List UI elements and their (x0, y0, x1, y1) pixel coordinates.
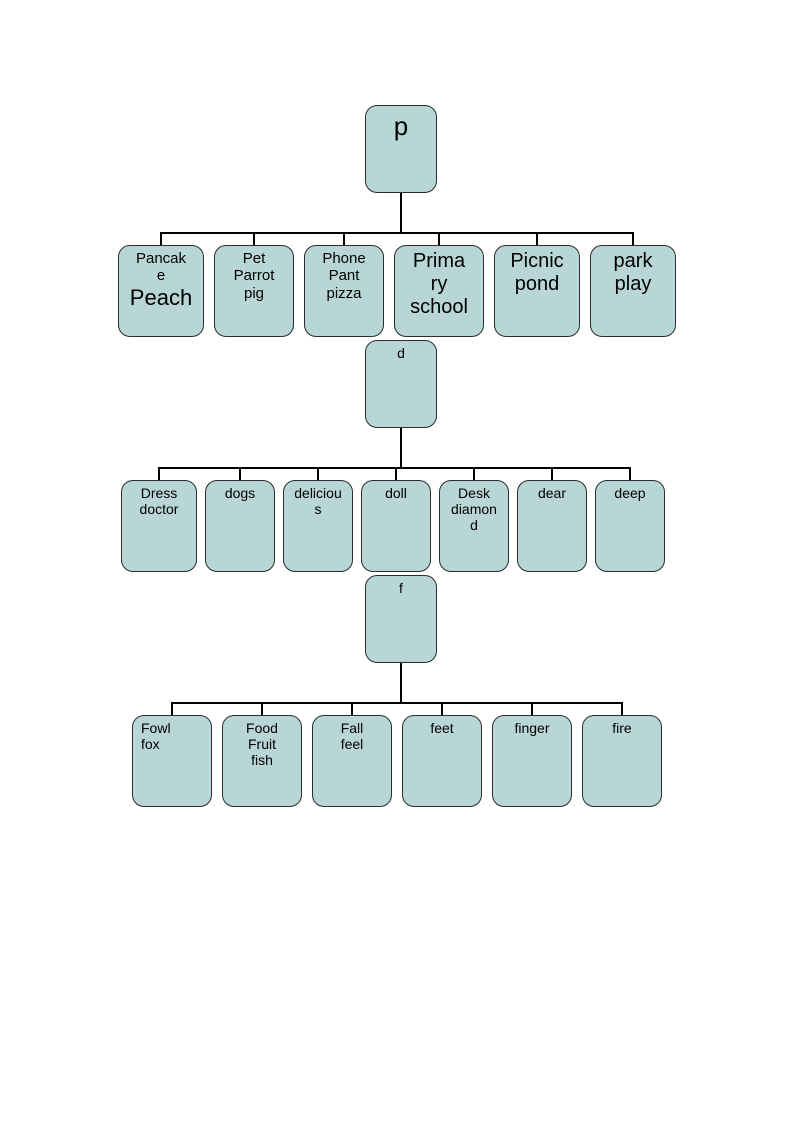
node-d-child-3: doll (361, 480, 431, 572)
node-text-line: Picnic (510, 250, 563, 273)
node-text-line: doctor (140, 501, 179, 517)
node-f-root: f (365, 575, 437, 663)
node-text-line: ry (431, 273, 448, 296)
node-f-child-1: FoodFruitfish (222, 715, 302, 807)
node-text-line: pond (515, 273, 560, 296)
node-text-line: Pet (243, 250, 266, 267)
node-p-child-1: PetParrotpig (214, 245, 294, 337)
node-text-line: Dress (141, 485, 178, 501)
node-p-child-0: PancakePeach (118, 245, 204, 337)
node-text-line: Desk (458, 485, 490, 501)
node-p-child-4: Picnicpond (494, 245, 580, 337)
node-p-root: p (365, 105, 437, 193)
node-text-line: play (615, 273, 652, 296)
node-text-line: diamon (451, 501, 497, 517)
node-text-line: fox (141, 736, 160, 752)
node-d-child-1: dogs (205, 480, 275, 572)
node-text-line: Fruit (248, 736, 276, 752)
node-text-line: fire (612, 720, 631, 736)
node-p-child-2: PhonePantpizza (304, 245, 384, 337)
node-text-line: pizza (326, 285, 361, 302)
node-text-line: Fall (341, 720, 364, 736)
node-text-line: Pancak (136, 250, 186, 267)
node-text-line: s (315, 501, 322, 517)
node-text-line: f (399, 580, 403, 596)
node-f-child-4: finger (492, 715, 572, 807)
node-text-line: pig (244, 285, 264, 302)
node-d-child-2: delicious (283, 480, 353, 572)
node-d-child-4: Deskdiamond (439, 480, 509, 572)
node-text-line: Prima (413, 250, 465, 273)
node-text-line: feet (430, 720, 453, 736)
node-text-line: finger (514, 720, 549, 736)
node-text-line: d (470, 517, 478, 533)
node-p-child-5: parkplay (590, 245, 676, 337)
node-f-child-5: fire (582, 715, 662, 807)
node-text-line: Phone (322, 250, 365, 267)
diagram-stage: pPancakePeachPetParrotpigPhonePantpizzaP… (0, 0, 800, 1132)
node-d-root: d (365, 340, 437, 428)
node-p-child-3: Primaryschool (394, 245, 484, 337)
node-text-line: p (394, 112, 408, 142)
node-text-line: e (157, 267, 165, 284)
node-d-child-0: Dressdoctor (121, 480, 197, 572)
node-text-line: dogs (225, 485, 255, 501)
node-text-line: fish (251, 752, 273, 768)
node-text-line: doll (385, 485, 407, 501)
node-text-line: Fowl (141, 720, 171, 736)
node-text-line: Parrot (234, 267, 275, 284)
node-text-line: dear (538, 485, 566, 501)
node-text-line: park (614, 250, 653, 273)
node-text-line: Peach (130, 285, 192, 310)
node-text-line: Food (246, 720, 278, 736)
node-text-line: deliciou (294, 485, 341, 501)
node-f-child-3: feet (402, 715, 482, 807)
node-text-line: school (410, 296, 468, 319)
node-f-child-2: Fallfeel (312, 715, 392, 807)
node-d-child-6: deep (595, 480, 665, 572)
node-text-line: feel (341, 736, 364, 752)
node-text-line: Pant (329, 267, 360, 284)
node-f-child-0: Fowlfox (132, 715, 212, 807)
node-d-child-5: dear (517, 480, 587, 572)
node-text-line: d (397, 345, 405, 361)
node-text-line: deep (614, 485, 645, 501)
